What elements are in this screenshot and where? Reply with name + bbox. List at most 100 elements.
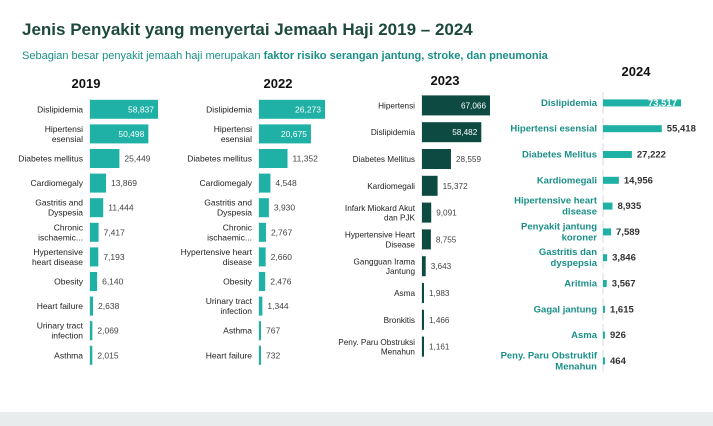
bar-2024-penyakit-jantung-koroner	[603, 228, 612, 236]
value-label: 28,559	[456, 155, 481, 164]
bar-2019-dislipidemia	[90, 99, 158, 119]
value-label: 2,638	[98, 301, 120, 311]
category-label: Hipertensi esensial	[214, 124, 252, 144]
category-label: Chronic ischaemic...	[207, 222, 253, 242]
value-label: 9,091	[436, 209, 457, 218]
category-label: Hipertensi esensial	[45, 124, 83, 144]
slide-title: Jenis Penyakit yang menyertai Jemaah Haj…	[22, 20, 473, 39]
value-label: 1,344	[267, 301, 289, 311]
category-label: Cardiomegaly	[200, 178, 253, 188]
category-label: Diabetes mellitus	[187, 154, 252, 164]
bar-2023-kardiomegali	[422, 175, 438, 196]
bar-2019-diabetes-mellitus	[90, 149, 120, 168]
category-label: Gangguan Irama Jantung	[354, 257, 416, 276]
value-label: 7,589	[616, 227, 640, 238]
category-label: Aritmia	[564, 279, 597, 290]
chart-year-title: 2019	[72, 76, 101, 91]
bar-2024-hipertensive-heart-disease	[603, 202, 613, 210]
category-label: Peny. Paru Obstruktif Menahun	[501, 350, 598, 372]
bar-2024-aritmia	[603, 280, 607, 287]
bar-2022-hypertensive-heart-disease	[259, 247, 266, 267]
bottom-band	[0, 412, 713, 426]
value-label: 14,956	[624, 175, 653, 186]
category-label: Asthma	[54, 350, 83, 360]
category-label: Asma	[571, 330, 598, 341]
bar-2019-obesity	[90, 272, 98, 291]
value-label: 25,449	[124, 154, 150, 164]
value-label: 3,846	[612, 253, 636, 264]
bar-2024-diabetes-melitus	[603, 151, 632, 158]
bar-2024-gagal-jantung	[603, 305, 605, 313]
bar-2019-heart-failure	[90, 296, 94, 316]
value-label: 11,444	[108, 203, 134, 213]
value-label: 2,660	[271, 252, 293, 262]
value-label: 6,140	[102, 277, 124, 287]
category-label: Infark Miokard Akut dan PJK	[345, 204, 416, 223]
category-label: Hipertensive heart disease	[514, 196, 598, 218]
bar-2022-heart-failure	[259, 345, 261, 365]
slide-subtitle: Sebagian besar penyakit jemaah haji meru…	[22, 50, 548, 62]
value-label: 26,273	[295, 104, 321, 114]
category-label: Asthma	[223, 326, 252, 336]
category-label: Chronic ischaemic...	[38, 222, 84, 242]
bar-2023-bronkitis	[422, 309, 424, 330]
category-label: Gastritis and Dyspesia	[204, 198, 252, 218]
value-label: 7,417	[104, 227, 126, 237]
value-label: 464	[610, 356, 627, 367]
category-label: Gastritis dan dyspepsia	[539, 247, 598, 269]
category-label: Diabetes Melitus	[522, 150, 597, 161]
chart-2024: 2024 73,517 Dislipidemia 55,418 Hipertensi e…	[501, 64, 696, 372]
value-label: 8,935	[617, 201, 641, 212]
category-label: Dislipidemia	[371, 128, 416, 137]
bar-2019-chronic-ischaemic	[90, 222, 99, 242]
bar-2019-gastritis-and-dyspesia	[90, 198, 104, 218]
value-label: 2,015	[97, 350, 119, 360]
category-label: Hipertensi	[378, 101, 415, 110]
value-label: 3,930	[274, 203, 296, 213]
bar-2024-kardiomegali	[603, 176, 619, 184]
bar-2022-cardiomegaly	[259, 173, 271, 193]
category-label: Obesity	[223, 277, 253, 287]
bar-2023-dislipidemia	[422, 122, 482, 143]
category-label: Heart failure	[37, 301, 84, 311]
value-label: 4,548	[275, 178, 297, 188]
category-label: Hypertensive heart disease	[32, 247, 83, 267]
bar-2022-gastritis-and-dyspesia	[259, 198, 269, 218]
category-label: Dislipidemia	[37, 104, 83, 114]
bar-2023-diabetes-mellitus	[422, 149, 451, 169]
category-label: Peny. Paru Obstruksi Menahun	[338, 338, 415, 357]
bar-2023-gangguan-irama-jantung	[422, 256, 426, 277]
value-label: 3,567	[612, 279, 636, 290]
value-label: 55,418	[667, 124, 696, 135]
value-label: 50,498	[118, 129, 144, 139]
bar-2024-dislipidemia	[603, 99, 681, 107]
chart-year-title: 2024	[622, 64, 652, 79]
value-label: 2,069	[97, 326, 119, 336]
subtitle-text: Sebagian besar penyakit jemaah haji meru…	[22, 50, 261, 62]
bar-2022-diabetes-mellitus	[259, 149, 288, 168]
value-label: 73,517	[648, 98, 677, 109]
bar-2023-peny-paru-obstruksi-menahun	[422, 336, 424, 357]
value-label: 1,983	[429, 289, 450, 298]
value-label: 926	[610, 330, 626, 341]
value-label: 2,476	[270, 277, 292, 287]
category-label: Cardiomegaly	[31, 178, 84, 188]
bar-2023-hipertensi	[422, 95, 490, 116]
bar-2023-hypertensive-heart-disease	[422, 229, 431, 250]
value-label: 2,767	[271, 227, 293, 237]
bar-2022-asthma	[259, 321, 261, 341]
value-label: 67,066	[461, 101, 486, 110]
bar-2024-asma	[603, 331, 605, 339]
bar-2019-cardiomegaly	[90, 173, 107, 193]
value-label: 732	[266, 350, 280, 360]
category-label: Obesity	[54, 277, 84, 287]
category-label: Hypertensive heart disease	[181, 247, 253, 267]
category-label: Urinary tract infection	[206, 296, 253, 316]
bar-2022-urinary-tract-infection	[259, 296, 263, 316]
subtitle-emphasis: faktor risiko serangan jantung, stroke, …	[263, 50, 548, 62]
value-label: 58,482	[452, 128, 477, 137]
category-label: Hipertensi esensial	[510, 124, 597, 135]
bar-2024-hipertensi-esensial	[603, 125, 662, 133]
